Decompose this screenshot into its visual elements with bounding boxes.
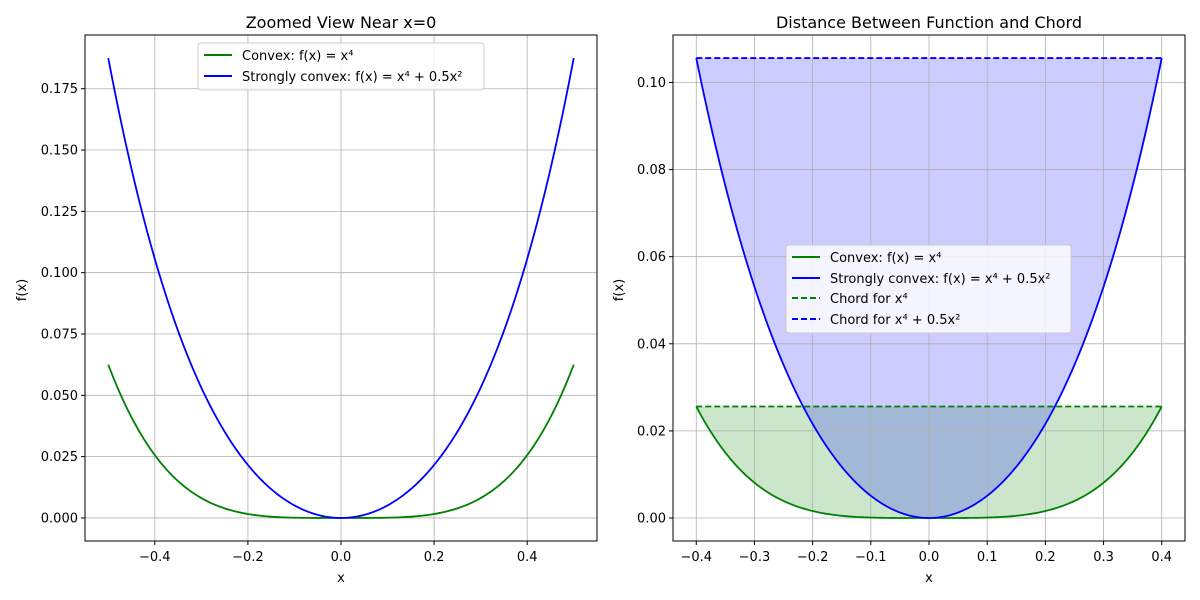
y-tick-label: 0.08 [637, 163, 666, 178]
x-tick-label: −0.2 [232, 550, 264, 565]
left-chart-ylabel: f(x) [15, 279, 30, 301]
y-tick-label: 0.075 [41, 327, 78, 342]
y-tick-label: 0.050 [41, 389, 78, 404]
y-tick-label: 0.150 [41, 144, 78, 159]
x-tick-label: −0.4 [680, 550, 712, 565]
left-chart-panel: Zoomed View Near x=0 x f(x) −0.4 −0.2 0.0 0… [15, 13, 598, 586]
y-tick-label: 0.000 [41, 511, 78, 526]
y-tick-label: 0.00 [637, 512, 666, 527]
right-chart-legend: Convex: f(x) = x⁴ Strongly convex: f(x) … [785, 244, 1072, 334]
right-legend-label-chord-convex: Chord for x⁴ [830, 292, 908, 307]
x-tick-label: 0.0 [919, 550, 940, 565]
right-legend-label-strongly-convex: Strongly convex: f(x) = x⁴ + 0.5x² [830, 272, 1051, 287]
y-tick-label: 0.100 [41, 266, 78, 281]
y-tick-label: 0.04 [637, 337, 666, 352]
left-chart-legend: Convex: f(x) = x⁴ Strongly convex: f(x) … [197, 42, 485, 91]
x-tick-label: 0.4 [517, 550, 538, 565]
series-line-1 [695, 57, 1163, 519]
x-tick-label: −0.1 [855, 550, 887, 565]
x-tick-label: −0.4 [139, 550, 171, 565]
left-chart-title: Zoomed View Near x=0 [246, 13, 437, 32]
left-chart-yticks: 0.000 0.025 0.050 0.075 0.100 0.125 0.150 0.175 [41, 82, 85, 526]
right-legend-label-chord-strongly-convex: Chord for x⁴ + 0.5x² [830, 313, 960, 328]
right-chart-yticks: 0.00 0.02 0.04 0.06 0.08 0.10 [637, 76, 673, 527]
y-tick-label: 0.06 [637, 250, 666, 265]
left-legend-label-convex: Convex: f(x) = x⁴ [242, 49, 353, 64]
left-chart-xlabel: x [337, 571, 345, 586]
y-tick-label: 0.125 [41, 205, 78, 220]
left-legend-label-strongly-convex: Strongly convex: f(x) = x⁴ + 0.5x² [242, 70, 463, 85]
y-tick-label: 0.02 [637, 424, 666, 439]
y-tick-label: 0.175 [41, 82, 78, 97]
left-chart-xticks: −0.4 −0.2 0.0 0.2 0.4 [139, 541, 538, 565]
y-tick-label: 0.025 [41, 450, 78, 465]
right-chart-panel: Distance Between Function and Chord x f(… [612, 13, 1186, 586]
x-tick-label: 0.2 [1035, 550, 1056, 565]
x-tick-label: 0.1 [977, 550, 998, 565]
right-chart-xlabel: x [925, 571, 933, 586]
right-legend-label-convex: Convex: f(x) = x⁴ [830, 251, 941, 266]
right-chart-series [695, 57, 1163, 519]
right-legend-box [785, 244, 1072, 334]
left-legend-box [197, 42, 485, 91]
right-chart-title: Distance Between Function and Chord [776, 13, 1082, 32]
x-tick-label: 0.4 [1151, 550, 1172, 565]
x-tick-label: 0.3 [1093, 550, 1114, 565]
series-line-1 [107, 57, 575, 519]
right-chart-ylabel: f(x) [612, 279, 627, 301]
x-tick-label: −0.3 [739, 550, 771, 565]
x-tick-label: −0.2 [797, 550, 829, 565]
right-chart-xticks: −0.4 −0.3 −0.2 −0.1 0.0 0.1 0.2 0.3 0.4 [680, 541, 1172, 565]
left-chart-grid [85, 35, 597, 541]
x-tick-label: 0.0 [331, 550, 352, 565]
x-tick-label: 0.2 [424, 550, 445, 565]
left-chart-series [107, 57, 575, 519]
y-tick-label: 0.10 [637, 76, 666, 91]
